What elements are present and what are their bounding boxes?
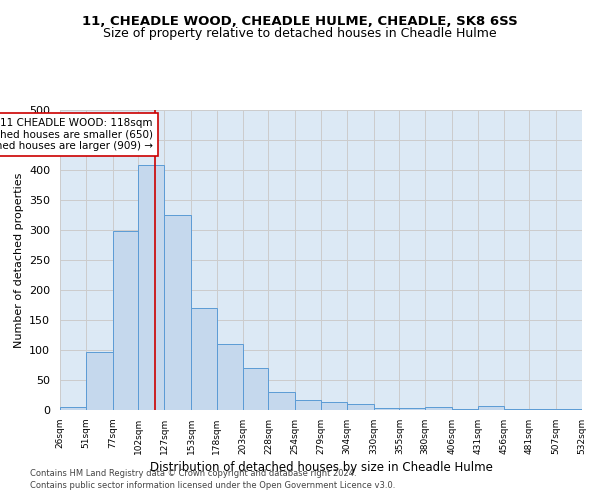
Text: Size of property relative to detached houses in Cheadle Hulme: Size of property relative to detached ho… <box>103 28 497 40</box>
Bar <box>113 230 139 410</box>
Bar <box>164 215 191 410</box>
Bar <box>217 344 242 410</box>
Bar <box>347 404 374 410</box>
Text: Contains HM Land Registry data © Crown copyright and database right 2024.: Contains HM Land Registry data © Crown c… <box>30 468 356 477</box>
Bar <box>191 308 217 410</box>
Bar <box>295 400 321 410</box>
Bar <box>321 402 347 410</box>
Text: 11, CHEADLE WOOD, CHEADLE HULME, CHEADLE, SK8 6SS: 11, CHEADLE WOOD, CHEADLE HULME, CHEADLE… <box>82 15 518 28</box>
Bar <box>242 368 268 410</box>
Bar <box>60 407 86 410</box>
Bar <box>400 408 425 410</box>
Y-axis label: Number of detached properties: Number of detached properties <box>14 172 23 348</box>
Bar <box>425 407 452 410</box>
Text: Contains public sector information licensed under the Open Government Licence v3: Contains public sector information licen… <box>30 481 395 490</box>
Bar <box>374 408 400 410</box>
Bar <box>268 392 295 410</box>
Bar <box>478 406 503 410</box>
Bar <box>139 165 164 410</box>
X-axis label: Distribution of detached houses by size in Cheadle Hulme: Distribution of detached houses by size … <box>149 461 493 474</box>
Bar <box>452 409 478 410</box>
Text: 11 CHEADLE WOOD: 118sqm
← 42% of detached houses are smaller (650)
58% of semi-d: 11 CHEADLE WOOD: 118sqm ← 42% of detache… <box>0 118 153 151</box>
Bar <box>86 352 113 410</box>
Bar <box>529 409 556 410</box>
